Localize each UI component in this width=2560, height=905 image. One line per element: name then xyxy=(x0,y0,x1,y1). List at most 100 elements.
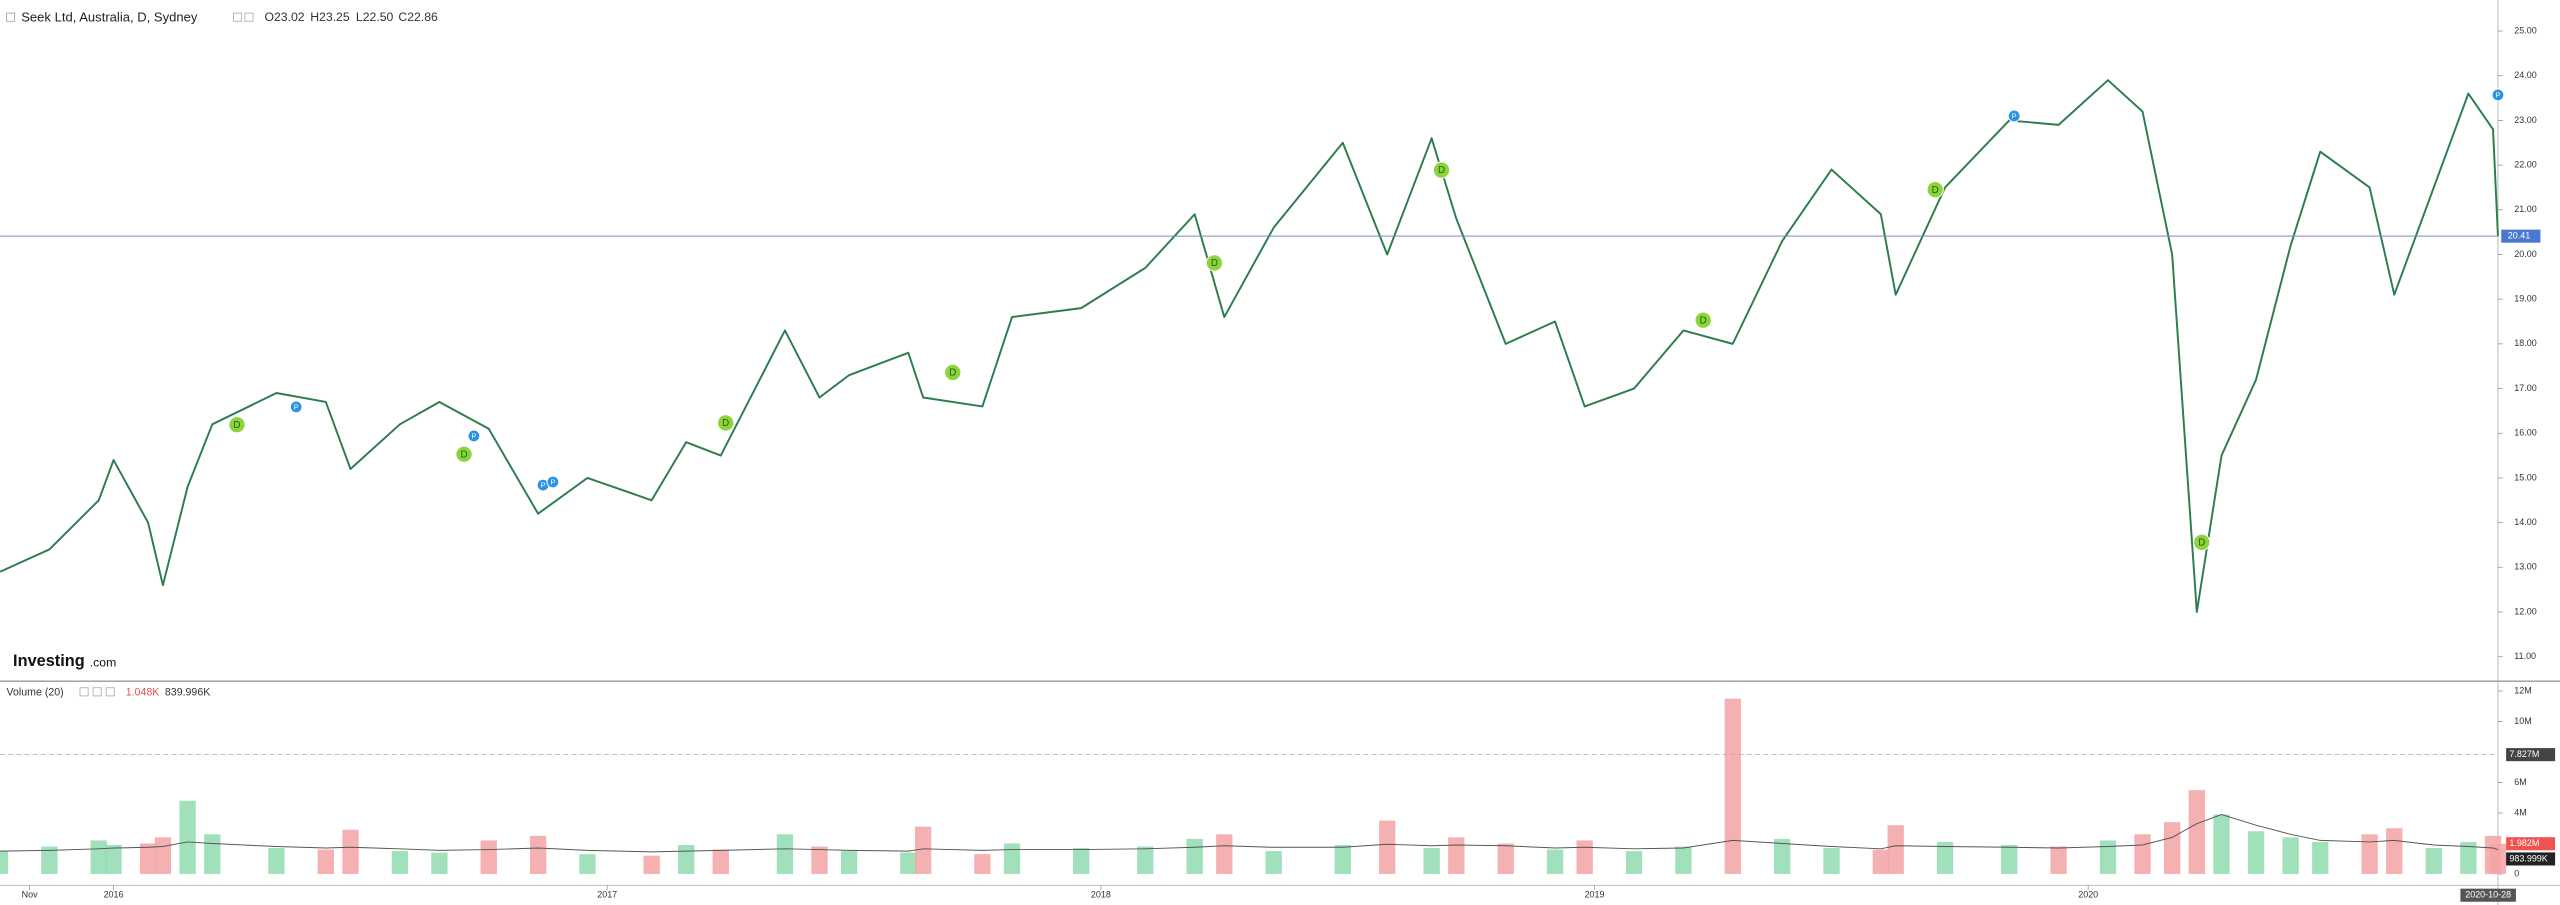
volume-badge xyxy=(2506,837,2556,851)
volume-close-button[interactable] xyxy=(105,687,115,697)
volume-bar xyxy=(105,844,122,874)
event-label: P xyxy=(294,402,299,411)
volume-bar xyxy=(2312,841,2329,874)
last-price-badge xyxy=(2501,229,2541,243)
event-marker xyxy=(455,445,473,463)
volume-bar xyxy=(811,846,828,874)
volume-bar xyxy=(2050,846,2067,874)
y-tick-label: 15.00 xyxy=(2514,472,2536,482)
volume-bar xyxy=(1546,849,1564,874)
hide-button[interactable] xyxy=(244,12,254,22)
volume-bar xyxy=(1724,698,1741,874)
x-tick-label: 2018 xyxy=(1091,890,1111,900)
event-label: D xyxy=(949,368,956,379)
y-tick-label: 18.00 xyxy=(2514,338,2536,348)
ohlc-low: L22.50 xyxy=(356,10,394,24)
y-tick-label: 11.00 xyxy=(2514,651,2536,661)
volume-ma-value: 839.996K xyxy=(165,686,210,698)
date-badge-label: 2020-10-28 xyxy=(2465,890,2511,900)
event-label: D xyxy=(722,418,729,429)
ohlc-high: H23.25 xyxy=(310,10,350,24)
volume-bar xyxy=(900,852,917,874)
y2-tick-label: 10M xyxy=(2514,716,2531,726)
volume-bar xyxy=(391,851,409,874)
event-marker xyxy=(228,416,246,434)
event-marker xyxy=(2491,88,2505,102)
volume-bar xyxy=(529,835,547,874)
y-tick-label: 21.00 xyxy=(2514,204,2536,214)
volume-bar xyxy=(974,854,991,874)
volume-bar xyxy=(2213,814,2230,874)
event-marker xyxy=(546,475,560,489)
volume-bar xyxy=(342,829,359,874)
volume-bar xyxy=(2163,822,2181,874)
volume-bar xyxy=(1216,834,1233,874)
price-line xyxy=(0,79,2499,613)
volume-settings-button[interactable] xyxy=(79,687,89,697)
volume-bar xyxy=(643,855,660,874)
y2-tick-label: 12M xyxy=(2514,685,2531,695)
volume-legend: Volume (20) xyxy=(7,686,64,698)
event-marker xyxy=(1694,311,1712,329)
last-price-label: 20.41 xyxy=(2508,231,2530,241)
volume-bar xyxy=(1872,849,1890,874)
volume-badge xyxy=(2506,852,2556,866)
volume-bar xyxy=(139,843,157,874)
volume-bar xyxy=(776,834,794,874)
event-marker xyxy=(2007,109,2021,123)
volume-bar xyxy=(579,854,596,874)
event-marker xyxy=(2193,533,2211,551)
volume-badge-label: 7.827M xyxy=(2509,749,2539,759)
volume-bar xyxy=(712,849,729,874)
chart-title: Seek Ltd, Australia, D, Sydney xyxy=(21,9,198,24)
volume-bar xyxy=(480,840,497,874)
event-marker xyxy=(289,400,303,414)
y-tick-label: 20.00 xyxy=(2514,249,2536,259)
settings-button[interactable] xyxy=(233,12,243,22)
volume-bar xyxy=(0,851,9,874)
collapse-button[interactable] xyxy=(6,12,16,22)
volume-bar xyxy=(2282,837,2299,874)
event-marker xyxy=(467,429,481,443)
event-label: D xyxy=(461,449,468,460)
y-tick-label: 24.00 xyxy=(2514,70,2536,80)
event-label: P xyxy=(550,477,555,486)
y-tick-label: 16.00 xyxy=(2514,428,2536,438)
y-tick-label: 25.00 xyxy=(2514,25,2536,35)
volume-ma-line xyxy=(0,813,2499,853)
volume-bar xyxy=(1423,848,1440,874)
x-tick-label: Nov xyxy=(22,890,38,900)
volume-bar xyxy=(1773,838,1791,874)
x-tick-label: 2016 xyxy=(104,890,124,900)
volume-bar xyxy=(1936,841,1954,874)
x-tick-label: 2020 xyxy=(2078,890,2098,900)
volume-bar xyxy=(154,837,172,874)
volume-bar xyxy=(914,826,932,874)
y-tick-label: 23.00 xyxy=(2514,115,2536,125)
y-tick-label: 12.00 xyxy=(2514,606,2536,616)
event-label: P xyxy=(541,481,546,490)
volume-bar xyxy=(431,852,448,874)
event-marker xyxy=(1205,254,1224,272)
y2-tick-label: 0 xyxy=(2514,868,2519,878)
volume-bar xyxy=(2247,831,2265,874)
ohlc-close: C22.86 xyxy=(398,10,438,24)
volume-bar xyxy=(2001,844,2018,874)
volume-bar xyxy=(1334,844,1351,874)
event-marker xyxy=(717,414,735,432)
volume-bar xyxy=(678,844,695,874)
volume-bar xyxy=(1625,851,1643,874)
event-marker xyxy=(944,363,962,382)
volume-bar xyxy=(1823,848,1840,874)
volume-bar xyxy=(1072,848,1090,874)
volume-bar xyxy=(1675,846,1692,874)
volume-bar xyxy=(1887,825,1904,874)
volume-bar xyxy=(1265,851,1282,874)
volume-hide-button[interactable] xyxy=(92,687,102,697)
y2-tick-label: 4M xyxy=(2514,807,2526,817)
volume-bar xyxy=(840,851,858,874)
event-label: P xyxy=(2496,90,2501,99)
event-label: D xyxy=(233,420,240,431)
volume-bar xyxy=(1003,843,1021,874)
